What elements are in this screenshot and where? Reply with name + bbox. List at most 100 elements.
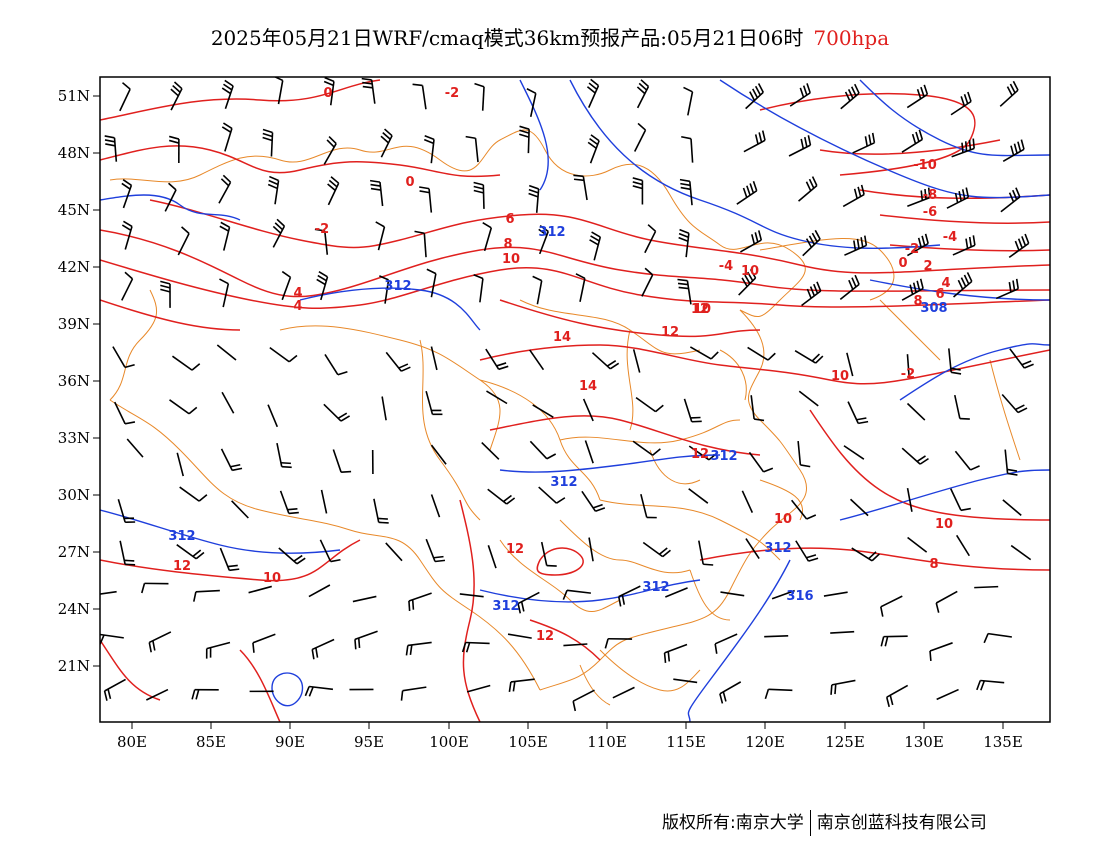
wind-barb [575, 273, 586, 302]
wind-barb [220, 448, 243, 472]
lon-tick-label: 90E [275, 733, 305, 751]
wind-barb [486, 390, 508, 405]
lon-tick-label: 105E [508, 733, 548, 751]
height-label: 308 [920, 301, 947, 316]
wind-barb [145, 688, 169, 701]
wind-barb [425, 538, 446, 563]
wind-barb [582, 398, 594, 422]
wind-barb [952, 235, 976, 256]
wind-barb [587, 134, 600, 164]
temperature-label: 4 [293, 299, 302, 314]
temperature-label: 12 [173, 559, 191, 574]
temperature-label: 10 [693, 302, 711, 317]
wind-barb [801, 281, 822, 307]
wind-barb [794, 350, 824, 364]
wind-barb [679, 178, 693, 206]
wind-barb [906, 84, 929, 109]
lat-tick-label: 24N [58, 600, 90, 618]
wind-barb [176, 452, 184, 477]
wind-barb [231, 500, 249, 519]
wind-barb [683, 398, 702, 423]
wind-barb [764, 634, 789, 638]
wind-barb [935, 590, 958, 613]
wind-barb [644, 224, 657, 254]
footer-separator [809, 810, 811, 836]
wind-barb [112, 346, 135, 369]
wind-barb [885, 684, 909, 708]
wind-barb [1001, 393, 1028, 414]
wind-barb [369, 179, 384, 207]
wind-barbs [100, 77, 1034, 712]
temperature-label: 0 [323, 86, 332, 101]
wind-barb [332, 449, 352, 473]
wind-barb [473, 273, 484, 303]
lat-tick-label: 21N [58, 657, 90, 675]
wind-barb [419, 186, 433, 213]
wind-barb [633, 122, 647, 152]
temperature-label: 12 [691, 447, 709, 462]
wind-barb [169, 399, 198, 415]
temperature-label: 10 [502, 252, 520, 267]
wind-barb [747, 346, 776, 361]
wind-barb [100, 590, 117, 595]
height-label: 312 [642, 580, 669, 595]
lon-tick-label: 120E [745, 733, 785, 751]
wind-barb [352, 595, 377, 603]
temperature-label: -2 [901, 367, 915, 382]
wind-barb [327, 176, 340, 206]
temperature-label: 12 [506, 542, 524, 557]
wind-barb [526, 88, 537, 117]
wind-barb [677, 278, 692, 305]
map-frame [99, 76, 1051, 723]
wind-barb [617, 585, 641, 607]
wind-barb [791, 499, 817, 520]
wind-barb [148, 631, 172, 653]
wind-barb [273, 77, 284, 105]
lat-tick-label: 33N [58, 429, 90, 447]
wind-barb [983, 632, 1012, 644]
wind-barb [846, 352, 854, 377]
wind-barb [936, 688, 959, 701]
wind-barb [408, 592, 432, 612]
wind-barb [538, 486, 566, 504]
wind-barb [842, 184, 865, 208]
wind-barb [880, 595, 903, 617]
wind-barb [113, 401, 136, 425]
wind-barb [802, 229, 821, 257]
wind-barb [532, 275, 543, 305]
wind-barb [750, 395, 765, 422]
wind-barb [689, 346, 719, 360]
wind-barb [946, 187, 970, 209]
wind-barb [430, 444, 447, 465]
wind-barb [562, 589, 591, 600]
lat-tick-label: 27N [58, 543, 90, 561]
wind-barb [764, 688, 793, 700]
wind-barb [532, 404, 554, 418]
wind-barb [901, 278, 924, 301]
wind-barb [906, 233, 929, 257]
temperature-label: -2 [315, 222, 329, 237]
wind-barb [373, 498, 389, 524]
height-label: 312 [384, 279, 411, 294]
temperature-label: 12 [691, 302, 709, 317]
wind-barb [950, 91, 972, 116]
wind-barb [319, 539, 341, 563]
wind-barb [906, 488, 913, 512]
wind-barb [529, 349, 545, 371]
wind-barb [473, 181, 485, 209]
wind-barb [640, 494, 657, 519]
wind-barb [665, 587, 688, 598]
chart-title: 2025年05月21日WRF/cmaq模式36km预报产品:05月21日06时 7… [0, 22, 1100, 51]
wind-barb [1004, 449, 1018, 476]
wind-barb [740, 230, 763, 253]
temperature-label: 6 [935, 287, 944, 302]
wind-barb [117, 499, 136, 524]
wind-barb [948, 348, 962, 375]
wind-barb [482, 221, 493, 252]
wind-barb [538, 224, 549, 255]
wind-barb [267, 175, 280, 205]
temperature-label: -4 [943, 230, 957, 245]
